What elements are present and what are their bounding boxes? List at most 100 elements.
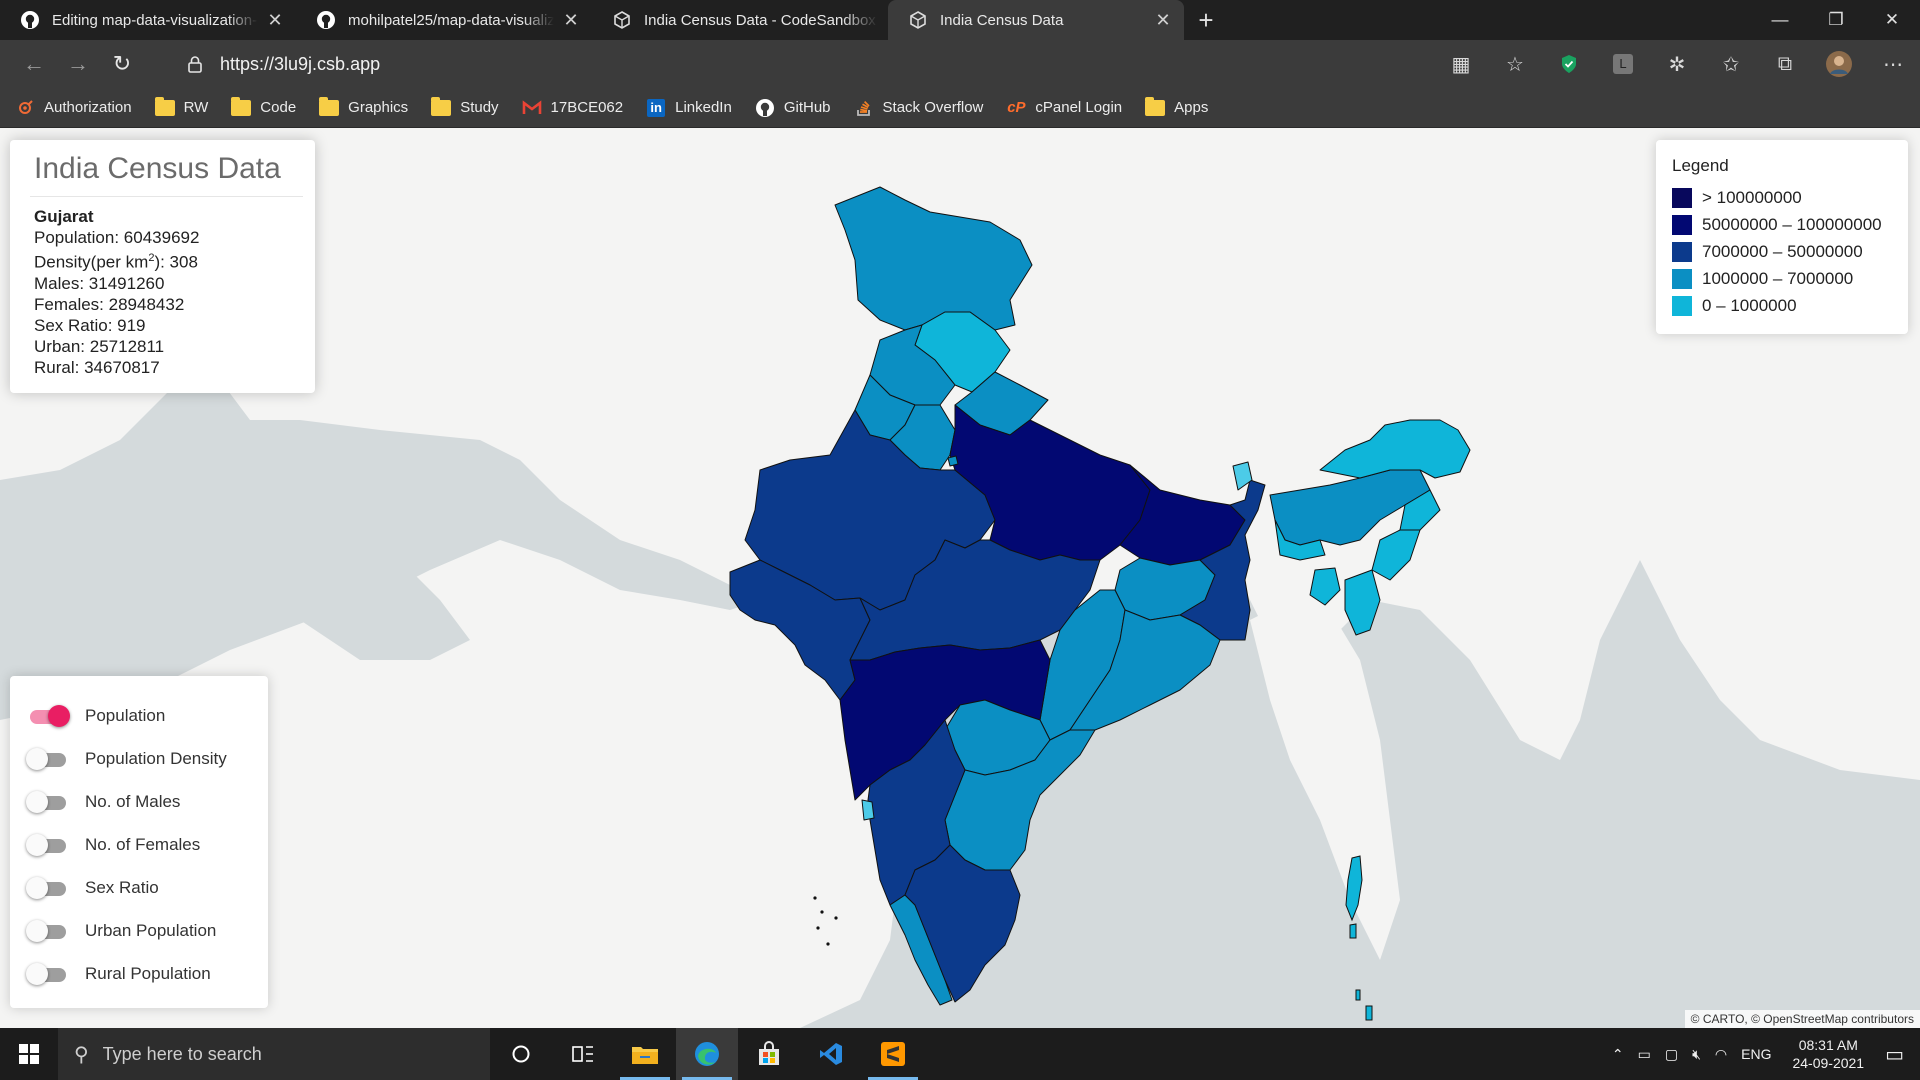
- legend-label: 50000000 – 100000000: [1702, 214, 1882, 234]
- tab-editing-repo[interactable]: Editing map-data-visualization-r ✕: [0, 0, 296, 40]
- layer-label: Sex Ratio: [85, 877, 159, 897]
- state-sikkim[interactable]: [1232, 461, 1253, 491]
- vscode-icon[interactable]: [800, 1028, 862, 1080]
- island: [1345, 855, 1363, 922]
- close-icon[interactable]: ✕: [1155, 9, 1171, 30]
- add-favorite-icon[interactable]: ☆: [1506, 53, 1524, 76]
- layer-males[interactable]: No. of Males: [26, 780, 252, 823]
- collections-icon[interactable]: ⧉: [1777, 52, 1793, 75]
- state-meghalaya[interactable]: [1274, 519, 1326, 561]
- lakshadweep[interactable]: [813, 896, 838, 946]
- island: [1365, 1005, 1373, 1021]
- state-goa[interactable]: [861, 799, 875, 821]
- search-icon: ⚲: [74, 1043, 89, 1066]
- avatar[interactable]: [1812, 40, 1866, 88]
- bookmark-cpanel[interactable]: cP cPanel Login: [1005, 99, 1122, 117]
- bookmark-study[interactable]: Study: [430, 96, 499, 117]
- map-viewport[interactable]: India Census Data Gujarat Population: 60…: [0, 128, 1920, 1028]
- tab-github-repo[interactable]: mohilpatel25/map-data-visualiza ✕: [296, 0, 592, 40]
- bookmark-gmail[interactable]: 17BCE062: [521, 99, 623, 117]
- network-icon[interactable]: ▢: [1664, 1045, 1679, 1062]
- state-west-bengal[interactable]: [1179, 479, 1266, 641]
- india-states[interactable]: [729, 186, 1471, 1006]
- close-icon[interactable]: ✕: [563, 9, 579, 30]
- layer-urban-population[interactable]: Urban Population: [26, 909, 252, 952]
- restore-icon[interactable]: ❐: [1828, 10, 1844, 29]
- url-field[interactable]: https://3lu9j.csb.app: [182, 46, 1382, 82]
- layer-label: Rural Population: [85, 963, 211, 983]
- bookmark-graphics[interactable]: Graphics: [318, 96, 408, 117]
- start-button[interactable]: [0, 1028, 58, 1080]
- more-options-icon[interactable]: ⋯: [1883, 53, 1903, 76]
- state-nagaland[interactable]: [1399, 489, 1441, 531]
- sublime-text-icon[interactable]: [862, 1028, 924, 1080]
- sex-ratio-toggle[interactable]: [26, 876, 70, 900]
- system-tray: ⌃ ▭ ▢ 🔇︎ ◠ ENG 08:31 AM 24-09-2021 ▭: [1605, 1028, 1920, 1080]
- selected-state-name: Gujarat: [34, 207, 94, 226]
- microsoft-store-icon[interactable]: [738, 1028, 800, 1080]
- wifi-icon[interactable]: ◠: [1714, 1045, 1728, 1062]
- forward-button[interactable]: →: [67, 51, 89, 76]
- andaman-nicobar[interactable]: [1345, 855, 1373, 1021]
- state-arunachal[interactable]: [1319, 419, 1471, 479]
- population-toggle[interactable]: [26, 704, 70, 728]
- layer-label: No. of Females: [85, 834, 201, 854]
- layer-population[interactable]: Population: [26, 694, 252, 737]
- bookmark-apps[interactable]: Apps: [1144, 96, 1208, 117]
- minimize-icon[interactable]: —: [1771, 10, 1789, 29]
- bookmark-stack-overflow[interactable]: Stack Overflow: [853, 99, 984, 117]
- rural-value: Rural: 34670817: [34, 357, 160, 377]
- bookmark-authorization[interactable]: Authorization: [14, 99, 132, 117]
- close-window-icon[interactable]: ✕: [1884, 10, 1900, 29]
- tab-codesandbox[interactable]: India Census Data - CodeSandbox: [592, 0, 888, 40]
- task-view-icon[interactable]: [552, 1028, 614, 1080]
- bookmark-code[interactable]: Code: [230, 96, 296, 117]
- cortana-icon[interactable]: [490, 1028, 552, 1080]
- bookmark-label: Stack Overflow: [882, 99, 984, 116]
- state-odisha[interactable]: [1069, 609, 1221, 731]
- map-canvas[interactable]: [0, 128, 1920, 1028]
- layer-females[interactable]: No. of Females: [26, 823, 252, 866]
- refresh-button[interactable]: ↻: [112, 51, 132, 76]
- males-toggle[interactable]: [26, 790, 70, 814]
- layer-population-density[interactable]: Population Density: [26, 737, 252, 780]
- females-toggle[interactable]: [26, 833, 70, 857]
- taskbar-search-input[interactable]: ⚲ Type here to search: [58, 1028, 490, 1080]
- rural-population-toggle[interactable]: [26, 962, 70, 986]
- state-tamil-nadu[interactable]: [904, 844, 1021, 1003]
- island: [826, 942, 830, 946]
- language-indicator[interactable]: ENG: [1741, 1046, 1772, 1062]
- cpanel-icon: cP: [1007, 99, 1026, 116]
- tab-india-census-data[interactable]: India Census Data ✕: [888, 0, 1184, 40]
- state-mizoram[interactable]: [1344, 569, 1381, 636]
- extension-shield-icon[interactable]: [1542, 40, 1596, 88]
- file-explorer-icon[interactable]: [614, 1028, 676, 1080]
- bookmark-rw[interactable]: RW: [154, 96, 208, 117]
- urban-population-toggle[interactable]: [26, 919, 70, 943]
- map-attribution[interactable]: © CARTO, © OpenStreetMap contributors: [1684, 1010, 1920, 1028]
- show-hidden-icons-icon[interactable]: ⌃: [1611, 1045, 1624, 1062]
- extensions-icon[interactable]: ✲: [1668, 53, 1686, 76]
- folder-icon: [230, 96, 252, 117]
- app-install-icon[interactable]: ▦: [1451, 53, 1471, 76]
- layer-rural-population[interactable]: Rural Population: [26, 952, 252, 995]
- battery-icon[interactable]: ▭: [1637, 1045, 1651, 1062]
- bookmark-github[interactable]: GitHub: [754, 98, 831, 117]
- back-button[interactable]: ←: [23, 51, 45, 76]
- state-tripura[interactable]: [1309, 567, 1341, 606]
- edge-browser-icon[interactable]: [676, 1028, 738, 1080]
- favorites-icon[interactable]: ✩: [1722, 53, 1740, 76]
- lock-icon[interactable]: [182, 51, 208, 77]
- volume-muted-icon[interactable]: 🔇︎: [1692, 1045, 1701, 1062]
- github-icon: [20, 10, 40, 30]
- layer-sex-ratio[interactable]: Sex Ratio: [26, 866, 252, 909]
- new-tab-button[interactable]: +: [1198, 4, 1214, 35]
- close-icon[interactable]: ✕: [267, 9, 283, 30]
- bookmark-linkedin[interactable]: in LinkedIn: [645, 98, 732, 117]
- population-density-toggle[interactable]: [26, 747, 70, 771]
- notifications-icon[interactable]: ▭: [1885, 1043, 1904, 1066]
- legend-item: 7000000 – 50000000: [1672, 238, 1892, 265]
- extension-l-icon[interactable]: L: [1596, 40, 1650, 88]
- clock[interactable]: 08:31 AM 24-09-2021: [1792, 1036, 1864, 1072]
- state-delhi[interactable]: [947, 455, 959, 467]
